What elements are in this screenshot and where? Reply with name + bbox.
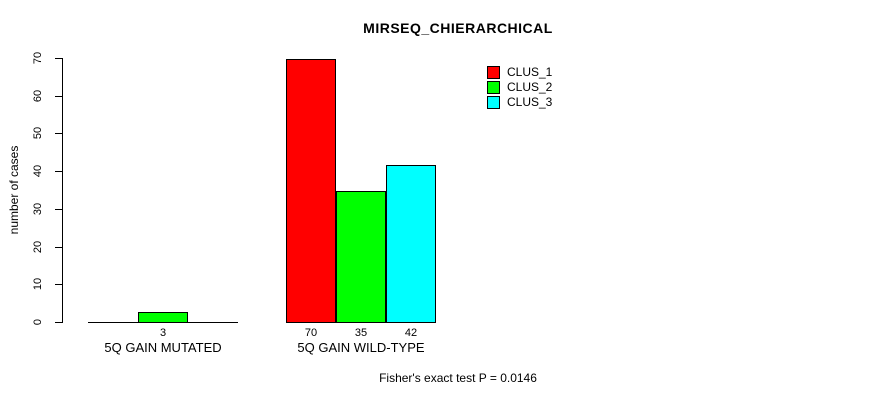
category-label: 5Q GAIN WILD-TYPE	[297, 340, 425, 355]
legend-label-clus_2: CLUS_2	[507, 80, 553, 94]
legend-swatch-clus_3	[487, 96, 500, 109]
bar-clus_3-2	[386, 165, 436, 323]
y-axis-tick	[55, 133, 62, 134]
y-axis-tick-label: 60	[32, 89, 44, 103]
legend-swatch-clus_1	[487, 66, 500, 79]
bar-clus_2-2	[336, 191, 386, 323]
bar-clus_2-1	[138, 312, 188, 323]
y-axis-tick-label: 30	[32, 202, 44, 216]
chart-title: MIRSEQ_CHIERARCHICAL	[363, 20, 553, 36]
y-axis-line	[62, 58, 63, 323]
y-axis-tick	[55, 58, 62, 59]
y-axis-label: number of cases	[7, 145, 21, 235]
y-axis-tick	[55, 247, 62, 248]
y-axis-tick-label: 50	[32, 126, 44, 140]
y-axis-tick-label: 0	[32, 318, 44, 326]
y-axis-tick-label: 10	[32, 277, 44, 291]
bar-value-label: 70	[304, 327, 318, 339]
y-axis-tick	[55, 171, 62, 172]
y-axis-tick	[55, 96, 62, 97]
legend-label-clus_3: CLUS_3	[507, 95, 553, 109]
bar-clus_1-2	[286, 59, 336, 323]
bar-value-label: 35	[354, 327, 368, 339]
y-axis-tick	[55, 209, 62, 210]
category-label: 5Q GAIN MUTATED	[104, 340, 222, 355]
bar-value-label: 3	[159, 327, 167, 339]
y-axis-tick	[55, 284, 62, 285]
y-axis-tick-label: 40	[32, 164, 44, 178]
legend-label-clus_1: CLUS_1	[507, 65, 553, 79]
legend-swatch-clus_2	[487, 81, 500, 94]
y-axis-tick	[55, 322, 62, 323]
annotation-text: Fisher's exact test P = 0.0146	[379, 371, 537, 385]
y-axis-tick-label: 70	[32, 51, 44, 65]
y-axis-tick-label: 20	[32, 240, 44, 254]
bar-value-label: 42	[404, 327, 418, 339]
